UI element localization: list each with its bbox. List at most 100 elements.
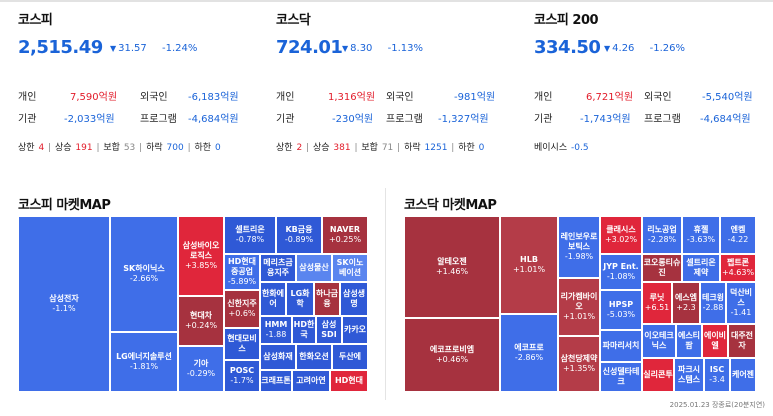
- treemap-cell-samsung-bio[interactable]: 삼성바이오로직스 +3.85%: [178, 216, 224, 296]
- treemap-cell-samsung-life[interactable]: 삼성생명: [340, 282, 368, 316]
- investor-label: 기관: [18, 114, 37, 125]
- treemap-cell-samchundang[interactable]: 삼천당제약 +1.35%: [558, 336, 600, 392]
- treemap-cell-rainbow-robotics[interactable]: 레인보우로보틱스 -1.98%: [558, 216, 600, 278]
- cell-name: JYP Ent.: [603, 262, 639, 271]
- change-amount: 8.30: [350, 43, 373, 54]
- treemap-cell-samsung-ct[interactable]: 삼성물산: [296, 254, 332, 282]
- treemap-cell-kb-financial[interactable]: KB금융 -0.89%: [276, 216, 322, 254]
- treemap-cell-kakao[interactable]: 카카오: [342, 316, 368, 344]
- treemap-cell-ecopro-bm[interactable]: 에코프로비엠 +0.46%: [404, 318, 500, 392]
- down-triangle-icon: ▼: [342, 44, 349, 53]
- cell-rate: +1.01%: [512, 265, 546, 274]
- cell-name: 엔켐: [730, 225, 746, 234]
- index-panel-kosdaq[interactable]: 코스닥 724.01 ▼ 8.30 -1.13% 개인 1,316억원 외국인 -…: [258, 0, 508, 160]
- cell-name: 현대모비스: [227, 334, 257, 353]
- treemap-cell-samsung-sdi[interactable]: 삼성SDI: [316, 316, 342, 344]
- treemap-cell-daejoo[interactable]: 대주전자: [728, 324, 756, 358]
- investor-value: -6,183억원: [188, 92, 239, 103]
- treemap-cell-enchem[interactable]: 엔켐 -4.22: [720, 216, 756, 254]
- treemap-cell-ecopro[interactable]: 에코프로 -2.86%: [500, 314, 558, 392]
- change-amount: 4.26: [612, 43, 635, 54]
- treemap-cell-alteogen[interactable]: 알테오젠 +1.46%: [404, 216, 500, 318]
- index-name[interactable]: 코스피: [18, 13, 53, 28]
- cell-rate: +4.63%: [721, 268, 755, 277]
- cell-name: 두산에: [338, 352, 362, 361]
- treemap-cell-hyundai-mobis[interactable]: 현대모비스: [224, 328, 260, 360]
- treemap-cell-hugel[interactable]: 휴젤 -3.63%: [682, 216, 720, 254]
- down-triangle-icon: ▼: [110, 44, 117, 53]
- treemap-cell-abl[interactable]: 에이비엘: [702, 324, 728, 358]
- index-change: ▼ 4.26 -1.26%: [604, 43, 685, 54]
- treemap-cell-sk-hynix[interactable]: SK하이닉스 -2.66%: [110, 216, 178, 332]
- treemap-cell-lg-chem[interactable]: LG화학: [286, 282, 314, 316]
- cell-name: NAVER: [329, 225, 361, 234]
- treemap-cell-eo-technics[interactable]: 이오테크닉스: [642, 324, 676, 358]
- investor-label: 기관: [534, 114, 553, 125]
- kospi-treemap[interactable]: 삼성전자 -1.1% SK하이닉스 -2.66% LG에너지솔루션 -1.81% 삼성…: [18, 216, 368, 392]
- treemap-cell-celltrion[interactable]: 셀트리온 -0.78%: [224, 216, 276, 254]
- treemap-cell-park-systems[interactable]: 파크시스템스: [674, 358, 704, 392]
- treemap-cell-isc[interactable]: ISC -3.4: [704, 358, 730, 392]
- treemap-cell-hpsp[interactable]: HPSP -5.03%: [600, 290, 642, 330]
- treemap-cell-hana-financial[interactable]: 하나금융: [314, 282, 340, 316]
- index-panel-kospi200[interactable]: 코스피 200 334.50 ▼ 4.26 -1.26% 개인 6,721억원 외…: [516, 0, 766, 160]
- treemap-cell-korea-zinc[interactable]: 고려아연: [292, 370, 330, 392]
- treemap-cell-doosan-ener[interactable]: 두산에: [332, 344, 368, 370]
- treemap-cell-krafton[interactable]: 크래프톤: [260, 370, 292, 392]
- treemap-cell-st-pharm[interactable]: 에스티팜: [676, 324, 702, 358]
- index-panel-kospi[interactable]: 코스피 2,515.49 ▼ 31.57 -1.24% 개인 7,590억원 외국…: [0, 0, 250, 160]
- treemap-cell-silicon2[interactable]: 실리콘투: [642, 358, 674, 392]
- index-name[interactable]: 코스피 200: [534, 13, 599, 28]
- treemap-cell-posco[interactable]: POSC -1.7%: [224, 360, 260, 392]
- cell-rate: +0.24%: [184, 321, 218, 330]
- treemap-cell-caregen[interactable]: 케어젠: [730, 358, 756, 392]
- cell-name: SK하이닉스: [123, 264, 165, 273]
- treemap-cell-classys[interactable]: 클래시스 +3.02%: [600, 216, 642, 254]
- treemap-cell-leeno[interactable]: 리노공업 -2.28%: [642, 216, 682, 254]
- treemap-cell-samsung-elec[interactable]: 삼성전자 -1.1%: [18, 216, 110, 392]
- cell-rate: -1.1%: [52, 304, 76, 313]
- investor-row: 프로그램 -4,684억원: [140, 110, 239, 125]
- cell-name: 셀트리온제약: [686, 258, 716, 277]
- treemap-cell-shinsung-delta[interactable]: 신성델타테크: [600, 362, 642, 392]
- treemap-cell-lg-energy[interactable]: LG에너지솔루션 -1.81%: [110, 332, 178, 392]
- cell-name: HD한국: [293, 320, 315, 339]
- treemap-cell-peptron[interactable]: 펩트론 +4.63%: [720, 254, 756, 282]
- cell-name: 테크윙: [701, 293, 725, 302]
- treemap-cell-hd-hyundai[interactable]: HD현대: [330, 370, 368, 392]
- kosdaq-treemap[interactable]: 알테오젠 +1.46% 에코프로비엠 +0.46% HLB +1.01% 에코프로 -2…: [404, 216, 756, 392]
- treemap-cell-pharmaresearch[interactable]: 파마리서치: [600, 330, 642, 362]
- treemap-cell-naver[interactable]: NAVER +0.25%: [322, 216, 368, 254]
- investor-row: 기관 -230억원: [276, 110, 373, 125]
- treemap-cell-sk-innovation[interactable]: SK이노베이션: [332, 254, 368, 282]
- treemap-cell-hanwha-aero[interactable]: 한화에어: [260, 282, 286, 316]
- treemap-cell-kolon-tissue[interactable]: 코오롱티슈진: [642, 254, 682, 282]
- treemap-cell-hlb[interactable]: HLB +1.01%: [500, 216, 558, 314]
- cell-rate: -0.78%: [235, 235, 265, 244]
- treemap-cell-jyp[interactable]: JYP Ent. -1.08%: [600, 254, 642, 290]
- treemap-cell-hmm[interactable]: HMM -1.88: [260, 316, 292, 344]
- treemap-cell-hd-hhi[interactable]: HD현대중공업 -5.89%: [224, 254, 260, 290]
- treemap-cell-hanwha-ocean[interactable]: 한화오션: [296, 344, 332, 370]
- treemap-cell-ligachem[interactable]: 리가켐바이오 +1.01%: [558, 278, 600, 336]
- investor-value: -1,743억원: [580, 114, 631, 125]
- treemap-cell-hd-korea[interactable]: HD한국: [292, 316, 316, 344]
- treemap-cell-celltrion-pharm[interactable]: 셀트리온제약: [682, 254, 720, 282]
- treemap-cell-sm[interactable]: 에스엠 +2.3: [672, 282, 700, 324]
- treemap-cell-meritz[interactable]: 메리츠금융지주: [260, 254, 296, 282]
- treemap-cell-lunit[interactable]: 루닛 +6.51: [642, 282, 672, 324]
- treemap-cell-hyundai-motor[interactable]: 현대차 +0.24%: [178, 296, 224, 346]
- treemap-cell-samsung-fire[interactable]: 삼성화재: [260, 344, 296, 370]
- cell-rate: +1.35%: [562, 364, 596, 373]
- treemap-cell-techwing[interactable]: 테크윙 -2.88: [700, 282, 726, 324]
- index-name[interactable]: 코스닥: [276, 13, 311, 28]
- cell-name: HD현대: [334, 376, 364, 385]
- kosdaq-map-title[interactable]: 코스닥 마켓MAP: [404, 198, 497, 213]
- top-border: [0, 0, 773, 2]
- investor-row: 프로그램 -1,327억원: [386, 110, 489, 125]
- cell-rate: -1.08%: [606, 272, 636, 281]
- kospi-map-title[interactable]: 코스피 마켓MAP: [18, 198, 111, 213]
- treemap-cell-kia[interactable]: 기아 -0.29%: [178, 346, 224, 392]
- treemap-cell-shinhan[interactable]: 신한지주 +0.6%: [224, 290, 260, 328]
- treemap-cell-duksan[interactable]: 덕산비스 -1.41: [726, 282, 756, 324]
